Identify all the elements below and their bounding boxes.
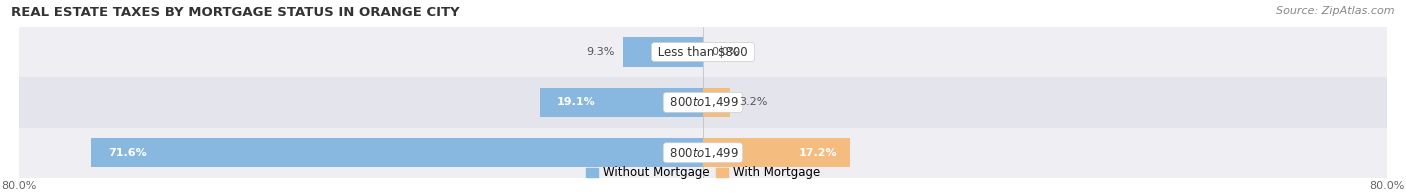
Text: 17.2%: 17.2% <box>799 148 837 158</box>
Bar <box>703 138 851 167</box>
Text: 9.3%: 9.3% <box>586 47 614 57</box>
Bar <box>623 37 703 67</box>
Legend: Without Mortgage, With Mortgage: Without Mortgage, With Mortgage <box>581 162 825 184</box>
Text: REAL ESTATE TAXES BY MORTGAGE STATUS IN ORANGE CITY: REAL ESTATE TAXES BY MORTGAGE STATUS IN … <box>11 6 460 19</box>
Bar <box>91 138 703 167</box>
Text: 71.6%: 71.6% <box>108 148 146 158</box>
Bar <box>20 128 1386 178</box>
Text: 0.0%: 0.0% <box>711 47 740 57</box>
Bar <box>20 27 1386 77</box>
Text: $800 to $1,499: $800 to $1,499 <box>666 95 740 109</box>
Text: Less than $800: Less than $800 <box>654 45 752 59</box>
Bar <box>703 88 730 117</box>
Text: 3.2%: 3.2% <box>740 97 768 107</box>
Bar <box>20 77 1386 128</box>
Text: Source: ZipAtlas.com: Source: ZipAtlas.com <box>1277 6 1395 16</box>
Text: $800 to $1,499: $800 to $1,499 <box>666 146 740 160</box>
Text: 19.1%: 19.1% <box>557 97 596 107</box>
Bar <box>540 88 703 117</box>
